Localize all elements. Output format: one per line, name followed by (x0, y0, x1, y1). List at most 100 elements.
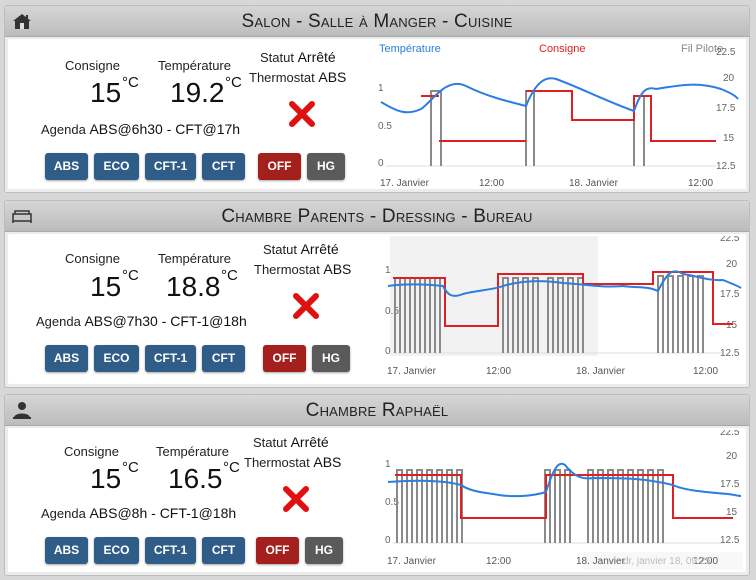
cft1-button[interactable]: CFT-1 (145, 537, 196, 564)
statut-label: Statut (260, 50, 294, 65)
consigne-value: 15 (90, 271, 122, 302)
y-right-tick: 17.5 (720, 289, 740, 300)
temperature-value: 18.8 (166, 271, 221, 302)
consigne-unit: °C (122, 74, 139, 91)
room-panel-parents: Chambre Parents - Dressing - Bureau Cons… (4, 200, 750, 388)
x-tick: 12:00 (693, 556, 718, 567)
y-right-tick: 12.5 (720, 535, 740, 546)
temperature-series (387, 270, 742, 297)
panel-header: Chambre Raphaël (5, 395, 749, 426)
room-panel-salon: Salon - Salle à Manger - Cuisine Consign… (4, 5, 750, 193)
consigne-unit: °C (122, 459, 139, 476)
thermostat-label: Thermostat (244, 455, 310, 470)
temperature-value: 16.5 (168, 463, 223, 494)
y-right-tick: 20 (726, 451, 738, 462)
room-body: Consigne 15 °C Température 16.5 °C Statu… (8, 428, 746, 572)
abs-button[interactable]: ABS (45, 153, 88, 180)
y-left-tick: 0 (385, 346, 391, 357)
agenda-value: ABS@8h - CFT-1@18h (89, 505, 237, 521)
x-tick: 12:00 (486, 556, 511, 567)
chart-selection-band (390, 236, 598, 356)
x-tick: 18. Janvier (569, 178, 619, 189)
room-title: Chambre Raphaël (305, 400, 449, 421)
y-right-tick: 12.5 (716, 161, 736, 172)
y-right-tick: 15 (726, 507, 738, 518)
hg-button[interactable]: HG (305, 537, 343, 564)
room-body: Consigne 15 °C Température 19.2 °C Statu… (8, 39, 746, 189)
legend-consigne[interactable]: Consigne (539, 43, 585, 55)
cft-button[interactable]: CFT (202, 345, 245, 372)
stopped-x-icon (293, 293, 319, 319)
y-left-tick: 0.5 (378, 121, 392, 132)
house-icon (13, 14, 31, 29)
y-left-tick: 0.5 (385, 306, 399, 317)
statut-line: Statut Arrêté (253, 434, 329, 450)
room-body: Consigne 15 °C Température 18.8 °C Statu… (8, 234, 746, 384)
thermostat-label: Thermostat (249, 70, 315, 85)
x-tick: 17. Janvier (387, 556, 437, 567)
cft1-button[interactable]: CFT-1 (145, 345, 196, 372)
agenda-value: ABS@7h30 - CFT-1@18h (84, 313, 247, 329)
thermostat-value: ABS (313, 454, 342, 470)
consigne-series (421, 90, 716, 142)
eco-button[interactable]: ECO (94, 153, 139, 180)
y-left-tick: 1 (385, 459, 391, 470)
statut-label: Statut (253, 435, 287, 450)
y-left-tick: 0 (378, 158, 384, 169)
y-right-tick: 15 (726, 320, 738, 331)
thermostat-line: Thermostat ABS (254, 261, 351, 277)
y-right-tick: 15 (723, 133, 735, 144)
x-tick: 17. Janvier (387, 366, 437, 377)
cft-button[interactable]: CFT (202, 153, 245, 180)
abs-button[interactable]: ABS (45, 345, 88, 372)
legend-temperature[interactable]: Température (379, 43, 441, 55)
thermostat-label: Thermostat (254, 262, 320, 277)
agenda-label: Agenda (41, 122, 86, 137)
off-button[interactable]: OFF (256, 537, 299, 564)
hg-button[interactable]: HG (312, 345, 350, 372)
x-tick: 18. Janvier (576, 366, 626, 377)
fil-pilote-series (396, 469, 664, 543)
y-right-tick: 12.5 (720, 348, 740, 359)
x-tick: 12:00 (693, 366, 718, 377)
person-icon (13, 402, 31, 419)
y-right-tick: 22.5 (716, 47, 736, 58)
y-right-tick: 17.5 (716, 103, 736, 114)
cft1-button[interactable]: CFT-1 (145, 153, 196, 180)
history-chart[interactable]: 1 0.5 0 22.5 20 17.5 15 12.5 17. Janvier… (383, 236, 745, 384)
y-left-tick: 1 (378, 83, 384, 94)
history-chart[interactable]: Température Consigne Fil Pilote 1 0.5 0 … (376, 41, 744, 189)
off-button[interactable]: OFF (258, 153, 301, 180)
consigne-label: Consigne (64, 444, 119, 459)
eco-button[interactable]: ECO (94, 537, 139, 564)
y-right-tick: 22.5 (720, 236, 740, 244)
temperature-unit: °C (221, 267, 238, 284)
tooltip-text: dr, janvier 18, 09:25 (623, 556, 711, 567)
abs-button[interactable]: ABS (45, 537, 88, 564)
temperature-unit: °C (223, 459, 240, 476)
y-right-tick: 17.5 (720, 479, 740, 490)
x-tick: 17. Janvier (380, 178, 430, 189)
y-left-tick: 0.5 (385, 497, 399, 508)
x-tick: 12:00 (688, 178, 713, 189)
statut-value: Arrêté (290, 434, 329, 450)
consigne-unit: °C (122, 267, 139, 284)
temperature-unit: °C (225, 74, 242, 91)
temperature-label: Température (156, 444, 229, 459)
history-chart[interactable]: 1 0.5 0 22.5 20 17.5 15 12.5 17. Janvier… (383, 430, 745, 572)
y-right-tick: 20 (723, 73, 735, 84)
cft-button[interactable]: CFT (202, 537, 245, 564)
eco-button[interactable]: ECO (94, 345, 139, 372)
consigne-label: Consigne (65, 58, 120, 73)
legend-fil-pilote[interactable]: Fil Pilote (681, 43, 723, 55)
bed-icon (12, 210, 32, 223)
temperature-series (387, 462, 742, 498)
consigne-series (395, 474, 733, 519)
off-button[interactable]: OFF (263, 345, 306, 372)
temperature-value: 19.2 (170, 77, 225, 108)
stopped-x-icon (283, 486, 309, 512)
y-right-tick: 20 (726, 259, 738, 270)
agenda-line: Agenda ABS@7h30 - CFT-1@18h (36, 313, 247, 329)
hg-button[interactable]: HG (307, 153, 345, 180)
x-tick: 12:00 (479, 178, 504, 189)
